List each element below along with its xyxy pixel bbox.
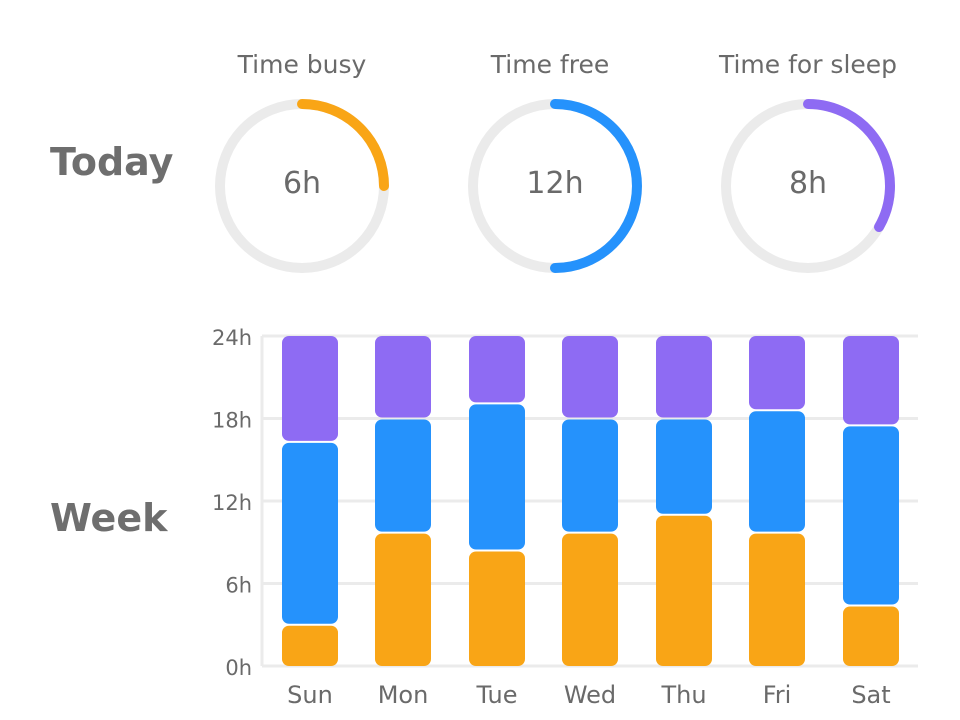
ring-value-busy: 6h: [282, 166, 322, 201]
x-tick-label: Sat: [851, 681, 890, 709]
y-tick-label: 0h: [225, 656, 252, 680]
bar-sun-time-for-sleep: [282, 336, 338, 441]
today-label: Today: [50, 140, 174, 184]
ring-title-sleep: Time for sleep: [718, 50, 898, 79]
bar-tue-time-free: [469, 404, 525, 550]
bar-tue-time-for-sleep: [469, 336, 525, 403]
week-label: Week: [50, 496, 168, 540]
x-tick-label: Fri: [763, 681, 792, 709]
bar-sun-time-free: [282, 442, 338, 624]
bar-mon-time-for-sleep: [375, 336, 431, 418]
ring-arc-sleep: [803, 99, 895, 232]
bar-thu-time-for-sleep: [656, 336, 712, 418]
ring-arc-busy: [297, 99, 389, 191]
ring-free: [468, 99, 642, 273]
bar-wed-time-for-sleep: [562, 336, 618, 418]
bar-sat-time-free: [843, 426, 899, 605]
ring-sleep: [721, 99, 895, 273]
x-tick-label: Wed: [564, 681, 616, 709]
bar-thu-time-free: [656, 419, 712, 514]
bar-wed-time-busy: [562, 533, 618, 667]
bar-mon-time-free: [375, 419, 431, 532]
ring-value-sleep: 8h: [788, 166, 828, 201]
ring-busy: [215, 99, 389, 273]
y-tick-label: 12h: [212, 491, 252, 515]
y-tick-label: 24h: [212, 326, 252, 350]
bar-sat-time-for-sleep: [843, 336, 899, 425]
x-tick-label: Tue: [476, 681, 518, 709]
bar-fri-time-free: [749, 411, 805, 532]
bar-mon-time-busy: [375, 533, 431, 667]
ring-arc-free: [550, 99, 642, 273]
ring-value-free: 12h: [526, 166, 584, 201]
bar-fri-time-busy: [749, 533, 805, 667]
y-tick-label: 18h: [212, 409, 252, 433]
x-tick-label: Mon: [378, 681, 429, 709]
bar-thu-time-busy: [656, 515, 712, 666]
bar-tue-time-busy: [469, 551, 525, 666]
ring-title-free: Time free: [490, 50, 610, 79]
y-tick-label: 6h: [225, 574, 252, 598]
x-tick-label: Sun: [287, 681, 333, 709]
bar-wed-time-free: [562, 419, 618, 532]
bar-sat-time-busy: [843, 606, 899, 666]
ring-title-busy: Time busy: [237, 50, 367, 79]
bar-sun-time-busy: [282, 625, 338, 666]
bar-fri-time-for-sleep: [749, 336, 805, 410]
x-tick-label: Thu: [660, 681, 706, 709]
